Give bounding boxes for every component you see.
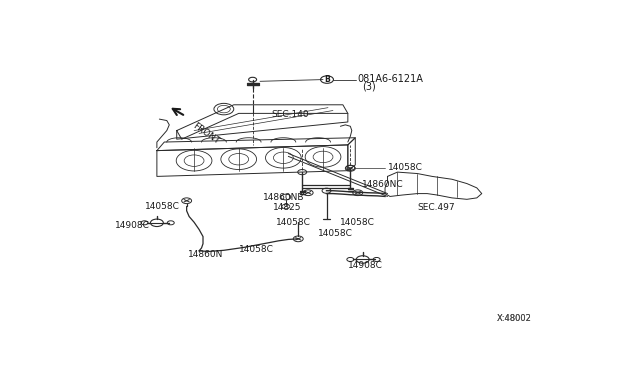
Text: SEC.497: SEC.497 xyxy=(417,203,455,212)
Text: X:48002: X:48002 xyxy=(497,314,531,323)
Text: X:48002: X:48002 xyxy=(497,314,531,323)
Text: B: B xyxy=(324,75,330,84)
Text: 14908C: 14908C xyxy=(115,221,150,230)
Text: 14058C: 14058C xyxy=(340,218,375,227)
Text: (3): (3) xyxy=(362,81,376,91)
Text: 14908C: 14908C xyxy=(348,261,383,270)
Text: 14058C: 14058C xyxy=(318,229,353,238)
Text: 081A6-6121A: 081A6-6121A xyxy=(358,74,424,84)
Text: 14058C: 14058C xyxy=(388,163,422,172)
Text: 14860N: 14860N xyxy=(188,250,223,259)
Text: 14825: 14825 xyxy=(273,203,302,212)
Text: 14860NB: 14860NB xyxy=(262,193,304,202)
Text: SEC.140: SEC.140 xyxy=(271,110,308,119)
Text: 14058C: 14058C xyxy=(145,202,179,211)
Text: 14860NC: 14860NC xyxy=(362,180,403,189)
Text: FRONT: FRONT xyxy=(191,121,221,146)
Text: 14058C: 14058C xyxy=(239,245,273,254)
Text: 14058C: 14058C xyxy=(276,218,311,227)
